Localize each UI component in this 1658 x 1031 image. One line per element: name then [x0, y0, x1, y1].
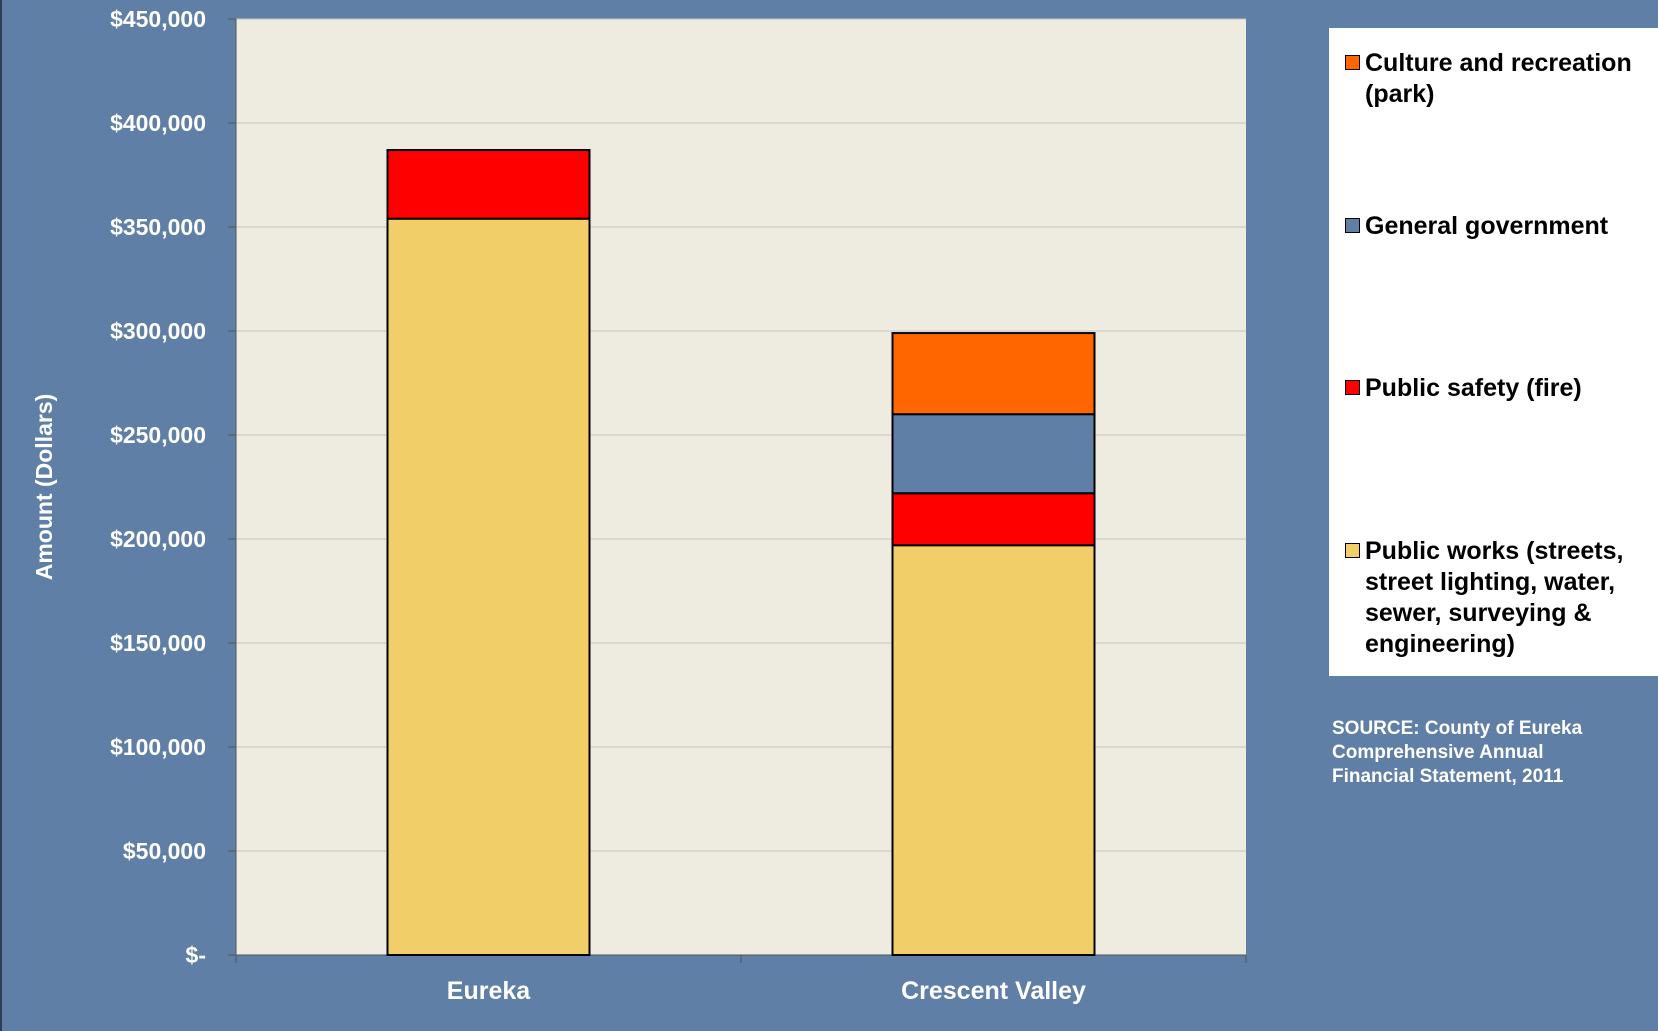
- bar-segment: [891, 544, 1096, 956]
- x-category-label: Crescent Valley: [901, 977, 1086, 1005]
- legend: Culture and recreation (park) General gov…: [1329, 28, 1658, 676]
- y-tick-label: $350,000: [110, 214, 206, 240]
- bar-segment: [891, 492, 1096, 547]
- legend-swatch: [1345, 218, 1360, 233]
- legend-label: General government: [1365, 212, 1609, 240]
- bar-segment: [386, 149, 591, 220]
- y-tick-label: $250,000: [110, 422, 206, 448]
- legend-item: Culture and recreation (park): [1345, 48, 1657, 110]
- legend-label: Public works (streets, street lighting, …: [1365, 537, 1624, 658]
- bar-segment: [891, 332, 1096, 416]
- y-tick-label: $200,000: [110, 526, 206, 552]
- x-category-label: Eureka: [447, 977, 531, 1005]
- y-axis-title: Amount (Dollars): [31, 394, 57, 581]
- source-note: SOURCE: County of Eureka Comprehensive A…: [1332, 718, 1583, 787]
- legend-swatch: [1345, 380, 1360, 395]
- legend-label: Culture and recreation (park): [1365, 49, 1632, 108]
- legend-swatch: [1345, 543, 1360, 558]
- y-tick-label: $100,000: [110, 734, 206, 760]
- legend-item: Public works (streets, street lighting, …: [1345, 536, 1657, 660]
- y-tick-label: $-: [186, 942, 206, 968]
- legend-item: General government: [1345, 211, 1657, 242]
- legend-label: Public safety (fire): [1365, 374, 1582, 402]
- bar-segment: [386, 217, 591, 956]
- y-tick-label: $400,000: [110, 110, 206, 136]
- y-tick-label: $150,000: [110, 630, 206, 656]
- y-tick-label: $50,000: [123, 838, 206, 864]
- y-tick-label: $450,000: [110, 6, 206, 32]
- bar-segment: [891, 413, 1096, 495]
- legend-item: Public safety (fire): [1345, 373, 1657, 404]
- y-tick-label: $300,000: [110, 318, 206, 344]
- legend-swatch: [1345, 55, 1360, 70]
